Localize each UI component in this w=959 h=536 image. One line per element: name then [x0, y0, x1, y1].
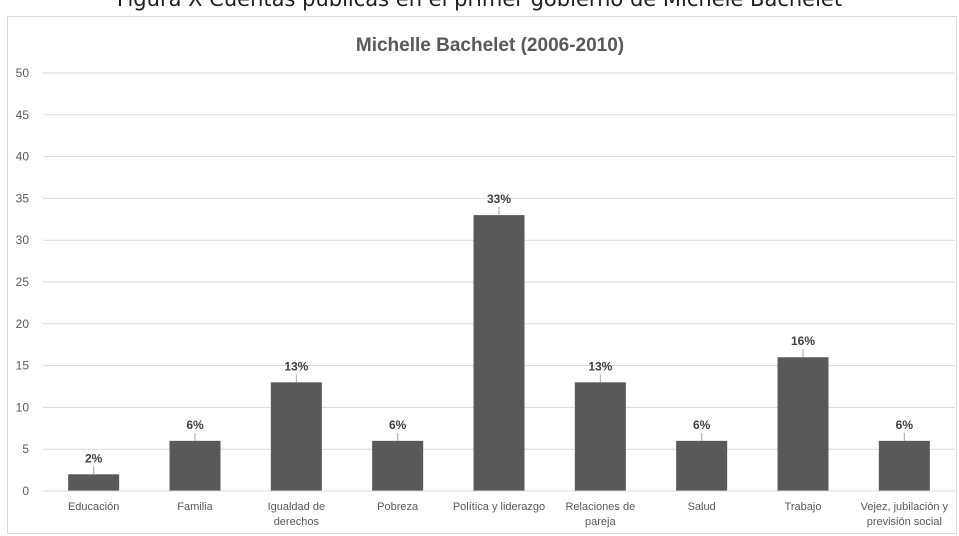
data-label: 13% — [588, 359, 612, 373]
x-category-label: Pobreza — [377, 501, 419, 513]
data-label: 33% — [487, 192, 511, 206]
bar — [777, 357, 829, 491]
bar — [68, 474, 120, 491]
y-tick-label: 50 — [16, 66, 30, 80]
x-category-label: Familia — [177, 501, 213, 513]
bar — [270, 382, 322, 491]
y-tick-label: 15 — [16, 359, 30, 373]
data-label: 13% — [284, 359, 308, 373]
y-tick-label: 10 — [16, 400, 30, 414]
x-category-label: derechos — [274, 516, 320, 528]
bar — [676, 440, 728, 491]
bars — [68, 215, 930, 491]
bar — [372, 440, 424, 491]
data-label: 6% — [186, 418, 204, 432]
y-tick-label: 45 — [16, 108, 30, 122]
x-category-label: Vejez, jubilación y — [861, 501, 949, 513]
y-tick-label: 25 — [16, 275, 30, 289]
bar — [473, 215, 525, 491]
chart-title: Michelle Bachelet (2006-2010) — [356, 35, 624, 56]
y-tick-label: 35 — [16, 191, 30, 205]
x-category-label: previsión social — [867, 516, 942, 528]
x-category-label: pareja — [585, 516, 616, 528]
x-category-label: Relaciones de — [565, 501, 635, 513]
x-category-label: Educación — [68, 501, 119, 513]
y-tick-label: 20 — [16, 317, 30, 331]
data-labels: 2% 6% 13% 6% 33% 13% 6% 16% 6% — [85, 192, 914, 475]
y-tick-label: 0 — [22, 484, 29, 498]
x-category-label: Salud — [688, 501, 716, 513]
data-label: 6% — [693, 418, 711, 432]
bar — [574, 382, 626, 491]
chart-frame — [7, 16, 957, 534]
figure-caption: Figura X Cuentas públicas en el primer g… — [0, 0, 959, 11]
x-axis-categories: Educación Familia Igualdad de derechos Pobre… — [68, 501, 949, 528]
y-tick-label: 40 — [16, 150, 30, 164]
bar — [169, 440, 221, 491]
y-tick-label: 5 — [22, 442, 29, 456]
data-label: 6% — [896, 418, 914, 432]
y-axis-ticks: 0 5 10 15 20 25 30 35 40 45 50 — [16, 66, 30, 498]
bar — [878, 440, 930, 491]
x-category-label: Igualdad de — [268, 501, 326, 513]
x-category-label: Política y liderazgo — [453, 501, 545, 513]
data-label: 16% — [791, 334, 815, 348]
data-label: 6% — [389, 418, 407, 432]
y-tick-label: 30 — [16, 233, 30, 247]
data-label: 2% — [85, 451, 103, 465]
x-category-label: Trabajo — [785, 501, 822, 513]
